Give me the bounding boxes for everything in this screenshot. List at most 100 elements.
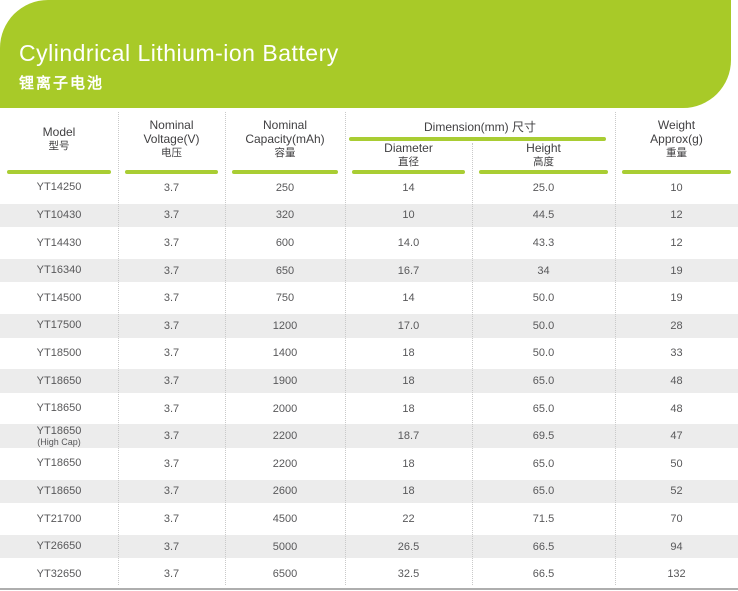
cell-model: YT17500 xyxy=(36,319,82,332)
cell-height: 50.0 xyxy=(532,347,555,360)
cell-height: 66.5 xyxy=(532,540,555,553)
cell-model: YT18500 xyxy=(36,347,82,360)
cell-weight: 52 xyxy=(670,485,683,498)
cell-height: 69.5 xyxy=(532,430,555,443)
cell-diameter: 17.0 xyxy=(397,319,420,332)
cell-weight: 10 xyxy=(670,181,683,194)
cell-capacity: 320 xyxy=(275,209,295,222)
cell-voltage: 3.7 xyxy=(163,512,180,525)
col-header-weight-line2: Approx(g) xyxy=(650,132,703,147)
cell-height: 65.0 xyxy=(532,457,555,470)
battery-spec-table: Model 型号 Nominal Voltage(V) 电压 Nominal C… xyxy=(0,112,738,590)
cell-height: 66.5 xyxy=(532,568,555,581)
cell-model: YT18650 xyxy=(36,402,82,415)
cell-capacity: 600 xyxy=(275,236,295,249)
table-row: YT18650 3.7 2000 18 65.0 48 xyxy=(0,395,738,423)
col-header-diameter-en: Diameter xyxy=(384,141,433,155)
cell-diameter: 18 xyxy=(402,485,415,498)
page-subtitle: 锂离子电池 xyxy=(19,75,105,92)
cell-voltage: 3.7 xyxy=(163,236,180,249)
table-row: YT18650 3.7 2600 18 65.0 52 xyxy=(0,477,738,506)
cell-model: YT10430 xyxy=(36,209,82,222)
col-header-weight: Weight Approx(g) 重量 xyxy=(615,112,738,175)
col-header-voltage-zh: 电压 xyxy=(161,146,182,159)
cell-voltage: 3.7 xyxy=(163,457,180,470)
cell-capacity: 650 xyxy=(275,264,295,277)
cell-model: YT14430 xyxy=(36,236,82,249)
cell-model: YT32650 xyxy=(36,567,82,580)
table-row: YT21700 3.7 4500 22 71.5 70 xyxy=(0,505,738,533)
page-title: Cylindrical Lithium-ion Battery xyxy=(19,40,339,66)
cell-diameter: 18 xyxy=(402,457,415,470)
cell-model: YT18650 (High Cap) xyxy=(36,424,82,448)
col-header-diameter: Diameter 直径 xyxy=(345,141,472,175)
col-header-capacity: Nominal Capacity(mAh) 容量 xyxy=(225,112,345,175)
cell-weight: 33 xyxy=(670,347,683,360)
table-row: YT18500 3.7 1400 18 50.0 33 xyxy=(0,340,738,368)
banner: Cylindrical Lithium-ion Battery 锂离子电池 xyxy=(0,0,731,108)
cell-model: YT21700 xyxy=(36,512,82,525)
cell-weight: 28 xyxy=(670,319,683,332)
col-header-height-en: Height xyxy=(526,141,561,155)
cell-diameter: 16.7 xyxy=(397,264,420,277)
cell-capacity: 2200 xyxy=(272,430,298,443)
cell-model: YT14250 xyxy=(36,181,82,194)
cell-height: 65.0 xyxy=(532,402,555,415)
cell-model: YT16340 xyxy=(36,264,82,277)
cell-weight: 70 xyxy=(670,512,683,525)
col-header-weight-zh: 重量 xyxy=(666,146,687,159)
cell-height: 65.0 xyxy=(532,374,555,387)
cell-diameter: 32.5 xyxy=(397,568,420,581)
col-header-height-zh: 高度 xyxy=(533,155,554,168)
cell-weight: 12 xyxy=(670,209,683,222)
col-header-model-zh: 型号 xyxy=(48,139,70,152)
cell-voltage: 3.7 xyxy=(163,347,180,360)
table-bottom-rule xyxy=(0,587,738,590)
col-header-capacity-zh: 容量 xyxy=(274,146,296,159)
cell-voltage: 3.7 xyxy=(163,319,180,332)
cell-voltage: 3.7 xyxy=(163,402,180,415)
cell-voltage: 3.7 xyxy=(163,292,180,305)
cell-model: YT14500 xyxy=(36,291,82,304)
col-header-height: Height 高度 xyxy=(472,141,615,175)
cell-height: 50.0 xyxy=(532,319,555,332)
cell-weight: 19 xyxy=(670,292,683,305)
cell-capacity: 1200 xyxy=(272,319,298,332)
col-header-capacity-line1: Nominal xyxy=(262,117,307,132)
col-header-model: Model 型号 xyxy=(0,112,118,175)
table-row: YT17500 3.7 1200 17.0 50.0 28 xyxy=(0,311,738,340)
cell-capacity: 2600 xyxy=(272,485,298,498)
cell-voltage: 3.7 xyxy=(163,568,180,581)
col-header-voltage-line1: Nominal xyxy=(149,117,194,132)
cell-diameter: 14 xyxy=(402,292,415,305)
cell-voltage: 3.7 xyxy=(163,264,180,277)
table-header: Model 型号 Nominal Voltage(V) 电压 Nominal C… xyxy=(0,112,738,175)
cell-diameter: 14.0 xyxy=(397,236,420,249)
table-row: YT18650 (High Cap) 3.7 2200 18.7 69.5 47 xyxy=(0,422,738,450)
table-row: YT18650 3.7 2200 18 65.0 50 xyxy=(0,450,738,478)
cell-voltage: 3.7 xyxy=(163,209,180,222)
col-header-dimension-group: Dimension(mm) 尺寸 Diameter 直径 Height 高度 xyxy=(345,112,615,175)
cell-voltage: 3.7 xyxy=(163,430,180,443)
cell-height: 44.5 xyxy=(532,209,555,222)
cell-weight: 48 xyxy=(670,374,683,387)
col-header-model-en: Model xyxy=(42,125,76,139)
cell-diameter: 18 xyxy=(402,347,415,360)
cell-diameter: 18 xyxy=(402,374,415,387)
cell-height: 34 xyxy=(537,264,550,277)
cell-height: 71.5 xyxy=(532,512,555,525)
cell-weight: 12 xyxy=(670,236,683,249)
cell-model: YT26650 xyxy=(36,540,82,553)
col-header-diameter-zh: 直径 xyxy=(398,155,419,168)
col-header-dimension-label: Dimension(mm) 尺寸 xyxy=(423,120,536,134)
header-underline xyxy=(232,169,338,175)
cell-height: 50.0 xyxy=(532,292,555,305)
cell-height: 65.0 xyxy=(532,485,555,498)
table-row: YT18650 3.7 1900 18 65.0 48 xyxy=(0,367,738,395)
cell-model: YT18650 xyxy=(36,485,82,497)
cell-voltage: 3.7 xyxy=(163,540,180,553)
cell-capacity: 6500 xyxy=(272,568,298,581)
cell-capacity: 2000 xyxy=(272,402,298,415)
header-underline xyxy=(7,169,111,175)
cell-diameter: 22 xyxy=(402,512,415,525)
